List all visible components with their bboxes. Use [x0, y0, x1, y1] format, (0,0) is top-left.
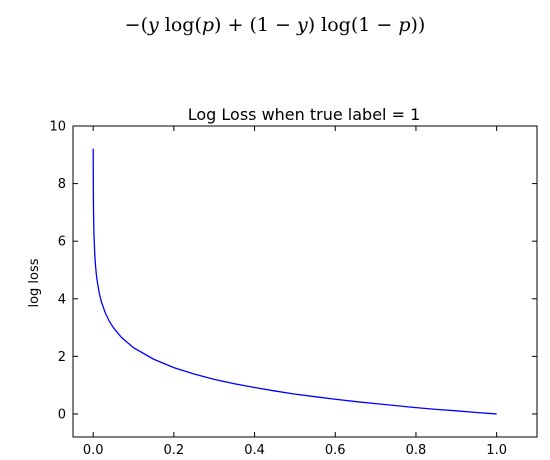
formula-part: )): [410, 14, 426, 36]
y-axis-label: log loss: [27, 258, 42, 307]
x-tick-label: 0.2: [164, 443, 185, 458]
y-tick-label: 6: [58, 235, 66, 250]
formula-part: −(: [124, 14, 148, 36]
y-tick-label: 4: [58, 292, 66, 307]
formula-part: p: [201, 14, 215, 36]
formula-part: ) + (1 −: [214, 14, 297, 36]
x-tick-label: 0.6: [325, 443, 346, 458]
y-tick-label: 10: [49, 120, 66, 135]
formula-part: p: [398, 14, 411, 36]
plot-frame: [72, 125, 538, 438]
series-line: [92, 148, 497, 415]
x-tick-label: 0.0: [83, 443, 104, 458]
y-tick-label: 2: [58, 350, 66, 365]
x-tick-label: 0.4: [244, 443, 265, 458]
x-tick-label: 0.8: [406, 443, 427, 458]
formula-part: y: [148, 14, 159, 36]
x-tick-label: 1.0: [486, 443, 507, 458]
formula: −(y log(p) + (1 − y) log(1 − p)): [0, 14, 550, 36]
y-tick-label: 8: [58, 177, 66, 192]
y-tick-label: 0: [58, 407, 66, 422]
formula-part: ) log(1 −: [307, 14, 399, 36]
formula-part: log(: [158, 14, 202, 36]
chart-title: Log Loss when true label = 1: [188, 105, 421, 124]
formula-part: y: [296, 14, 308, 36]
